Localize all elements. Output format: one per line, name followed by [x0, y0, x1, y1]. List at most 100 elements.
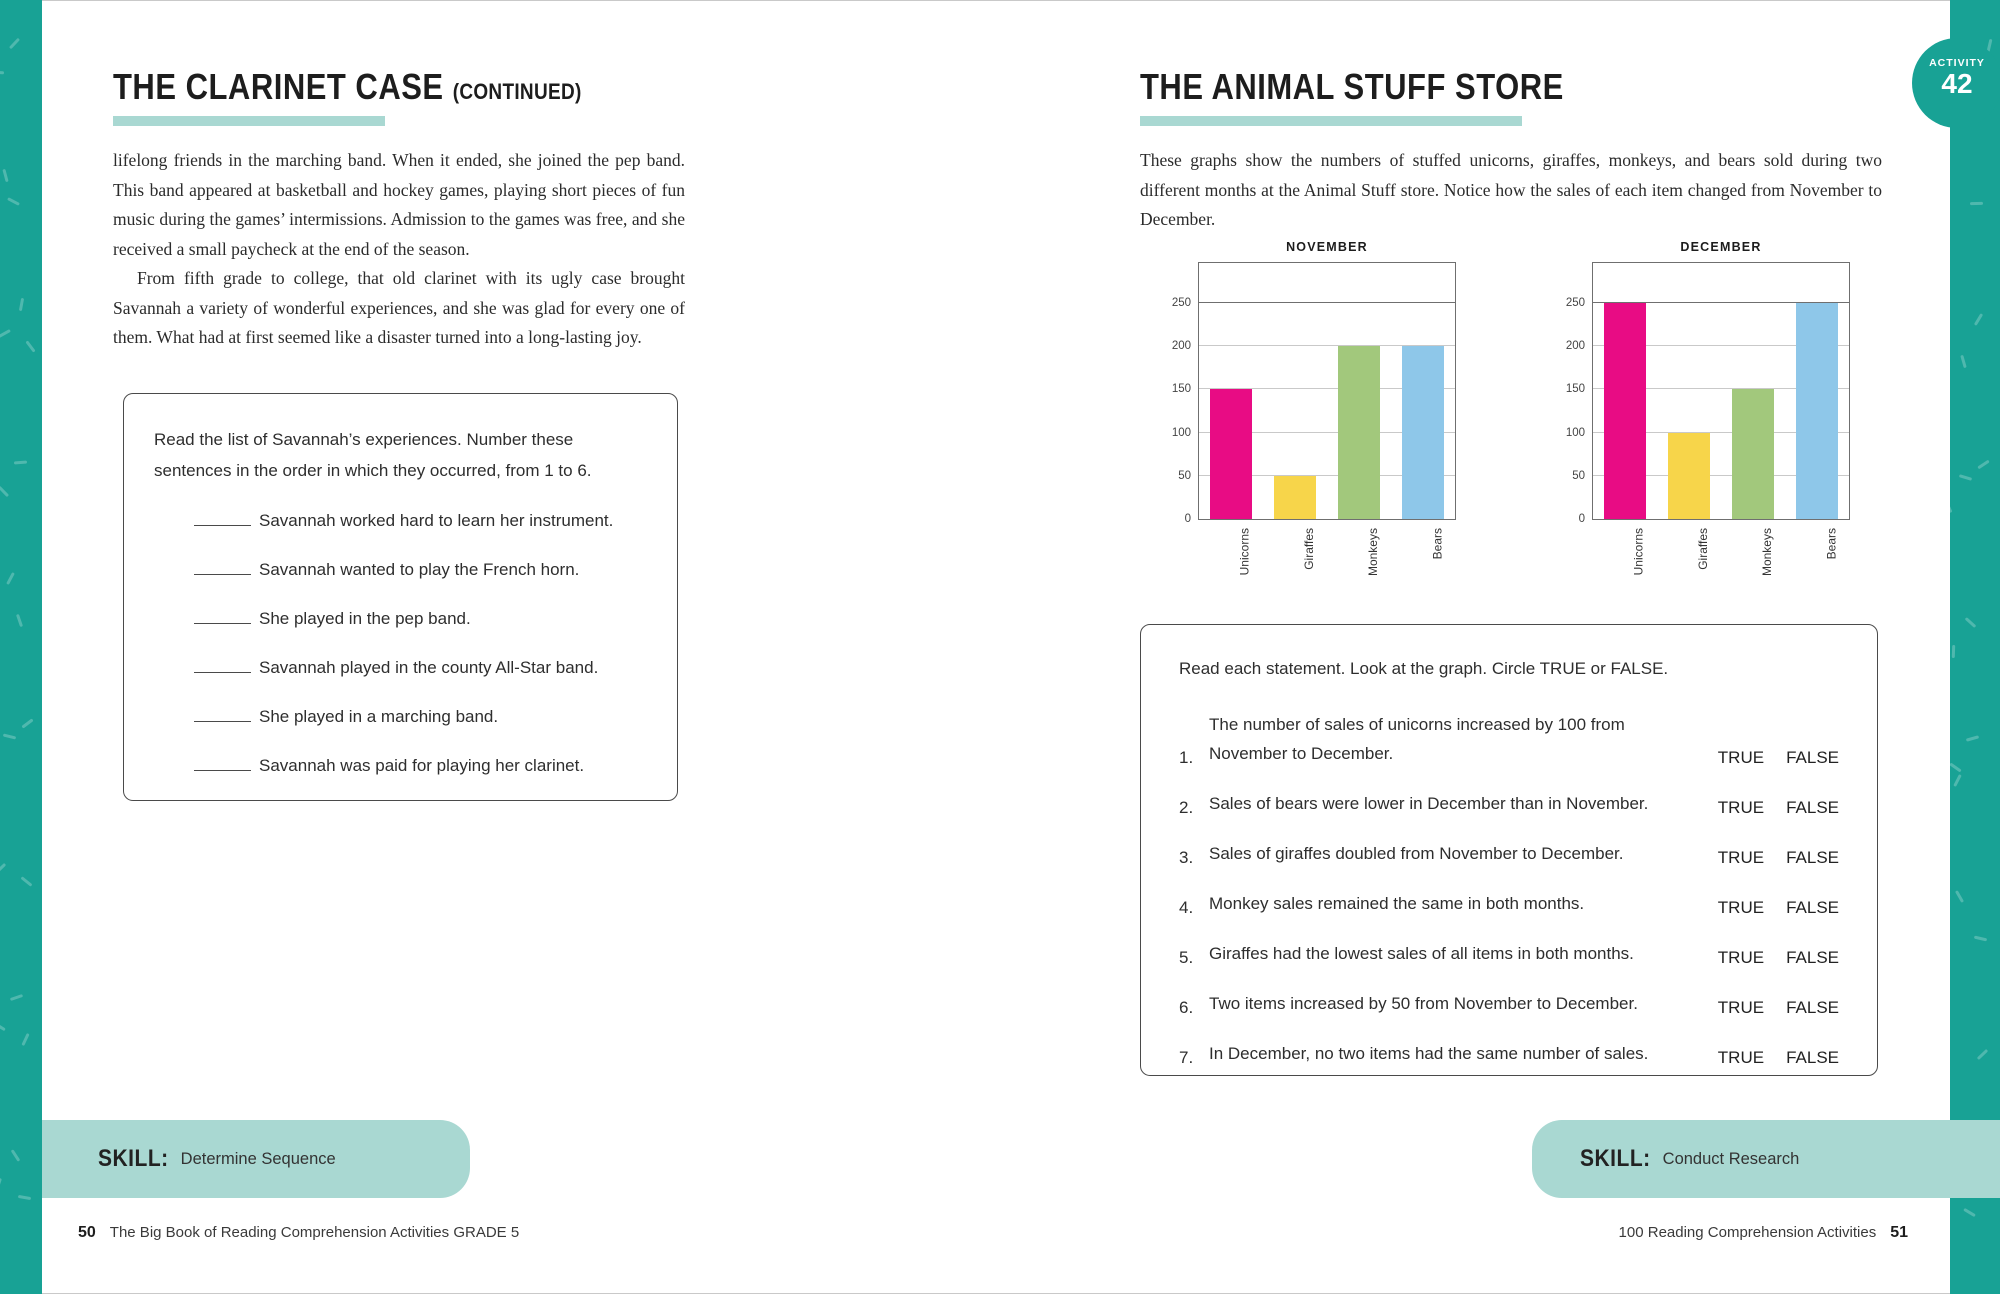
- confetti-dash: [0, 485, 10, 498]
- x-axis-category-label: Unicorns: [1237, 528, 1252, 576]
- true-option[interactable]: TRUE: [1717, 848, 1765, 867]
- statement-text: Sales of giraffes doubled from November …: [1209, 844, 1624, 863]
- sequence-item-text: Savannah wanted to play the French horn.: [259, 560, 580, 579]
- gridline-250: [1593, 301, 1849, 303]
- x-axis-category-label: Giraffes: [1695, 528, 1710, 570]
- bars-group: [1593, 263, 1849, 519]
- confetti-dash: [1969, 201, 1984, 206]
- sequence-item: She played in a marching band.: [154, 707, 647, 731]
- answer-blank[interactable]: [194, 609, 251, 624]
- category-label-cell: Unicorns: [1198, 520, 1262, 598]
- false-option[interactable]: FALSE: [1786, 898, 1839, 917]
- y-axis-tick-label: 0: [1184, 513, 1191, 525]
- gridline-50: [1593, 474, 1849, 476]
- true-option[interactable]: TRUE: [1717, 798, 1765, 817]
- chart-title-november: NOVEMBER: [1286, 240, 1368, 254]
- right-title-underline: [1140, 116, 1522, 126]
- skill-value: Determine Sequence: [180, 1149, 336, 1168]
- bar-bears: [1796, 303, 1838, 519]
- confetti-dash: [0, 1021, 6, 1032]
- sequence-item-text: She played in a marching band.: [259, 707, 499, 726]
- activity-badge-label: ACTIVITY: [1929, 57, 1985, 69]
- x-axis-category-label: Bears: [1430, 528, 1445, 560]
- left-page-number: 50: [78, 1224, 96, 1241]
- intro-paragraph: These graphs show the numbers of stuffed…: [1140, 150, 1882, 229]
- true-option[interactable]: TRUE: [1717, 948, 1765, 967]
- november-plot-area: 0 50 100 150 200 250: [1172, 262, 1456, 525]
- confetti-dash: [9, 993, 24, 1002]
- confetti-dash: [1951, 644, 1956, 659]
- december-plot-area: 0 50 100 150 200 250: [1566, 262, 1850, 525]
- true-false-row: 7. In December, no two items had the sam…: [1179, 1039, 1839, 1068]
- false-option[interactable]: FALSE: [1786, 948, 1839, 967]
- confetti-dash: [15, 613, 24, 628]
- answer-blank[interactable]: [194, 511, 251, 526]
- true-false-row: 2. Sales of bears were lower in December…: [1179, 789, 1839, 818]
- story-paragraph: From fifth grade to college, that old cl…: [113, 268, 685, 347]
- true-option[interactable]: TRUE: [1717, 748, 1765, 767]
- confetti-dash: [25, 340, 36, 353]
- true-false-row: 3. Sales of giraffes doubled from Novemb…: [1179, 839, 1839, 868]
- gridline-200: [1199, 345, 1455, 347]
- false-option[interactable]: FALSE: [1786, 998, 1839, 1017]
- x-axis-category-label: Monkeys: [1366, 528, 1381, 577]
- confetti-dash: [1960, 354, 1967, 369]
- sequence-item-text: Savannah worked hard to learn her instru…: [259, 511, 614, 530]
- right-page-number: 51: [1890, 1224, 1908, 1241]
- statement-text: Monkey sales remained the same in both m…: [1209, 894, 1585, 913]
- confetti-dash: [20, 876, 33, 887]
- confetti-dash: [0, 1177, 2, 1192]
- false-option[interactable]: FALSE: [1786, 748, 1839, 767]
- confetti-dash: [8, 37, 21, 50]
- bar-monkeys: [1338, 346, 1380, 519]
- false-option[interactable]: FALSE: [1786, 798, 1839, 817]
- skill-label: SKILL:: [98, 1145, 169, 1172]
- bar-unicorns: [1210, 389, 1252, 519]
- december-category-labels: Unicorns Giraffes Monkeys Bears: [1592, 520, 1850, 598]
- confetti-dash: [1973, 935, 1988, 942]
- y-axis-tick-label: 150: [1171, 383, 1191, 396]
- statement-number: 4.: [1179, 898, 1194, 917]
- sequence-item: Savannah was paid for playing her clarin…: [154, 756, 647, 780]
- gridline-150: [1199, 388, 1455, 390]
- true-false-row: 5. Giraffes had the lowest sales of all …: [1179, 939, 1839, 968]
- y-axis-tick-label: 100: [1171, 426, 1191, 439]
- true-option[interactable]: TRUE: [1717, 998, 1765, 1017]
- true-option[interactable]: TRUE: [1717, 898, 1765, 917]
- confetti-dash: [10, 1149, 21, 1162]
- bar-monkeys: [1732, 389, 1774, 519]
- false-option[interactable]: FALSE: [1786, 848, 1839, 867]
- category-label-cell: Giraffes: [1657, 520, 1721, 598]
- false-option[interactable]: FALSE: [1786, 1048, 1839, 1067]
- confetti-dash: [21, 1032, 30, 1047]
- right-page-border: [1950, 0, 2000, 1294]
- true-option[interactable]: TRUE: [1717, 1048, 1765, 1067]
- confetti-dash: [13, 460, 28, 465]
- true-false-activity-box: Read each statement. Look at the graph. …: [1140, 624, 1878, 1076]
- bar-giraffes: [1668, 432, 1710, 519]
- left-page-title-suffix: (CONTINUED): [452, 80, 582, 105]
- answer-blank[interactable]: [194, 756, 251, 771]
- left-page-border: [0, 0, 42, 1294]
- right-page-footer: 100 Reading Comprehension Activities 51: [1619, 1224, 1908, 1242]
- skill-banner-right: SKILL: Conduct Research: [1532, 1120, 2000, 1198]
- statement-text: Sales of bears were lower in December th…: [1209, 794, 1649, 813]
- statement-number: 7.: [1179, 1048, 1194, 1067]
- chart-title-december: DECEMBER: [1680, 240, 1762, 254]
- x-axis-category-label: Unicorns: [1631, 528, 1646, 576]
- confetti-dash: [7, 197, 20, 206]
- x-axis-category-label: Giraffes: [1301, 528, 1316, 570]
- left-page-title: THE CLARINET CASE (CONTINUED): [113, 66, 582, 108]
- true-false-prompt: Read each statement. Look at the graph. …: [1179, 659, 1669, 678]
- answer-blank[interactable]: [194, 560, 251, 575]
- gridline-250: [1199, 301, 1455, 303]
- skill-value: Conduct Research: [1662, 1149, 1800, 1168]
- left-story-text: lifelong friends in the marching band. W…: [113, 146, 685, 353]
- x-axis-category-label: Bears: [1824, 528, 1839, 560]
- y-axis-tick-label: 200: [1565, 340, 1585, 353]
- answer-blank[interactable]: [194, 658, 251, 673]
- statement-text: Giraffes had the lowest sales of all ite…: [1209, 944, 1634, 963]
- statement-number: 5.: [1179, 948, 1194, 967]
- confetti-dash: [2, 733, 17, 740]
- answer-blank[interactable]: [194, 707, 251, 722]
